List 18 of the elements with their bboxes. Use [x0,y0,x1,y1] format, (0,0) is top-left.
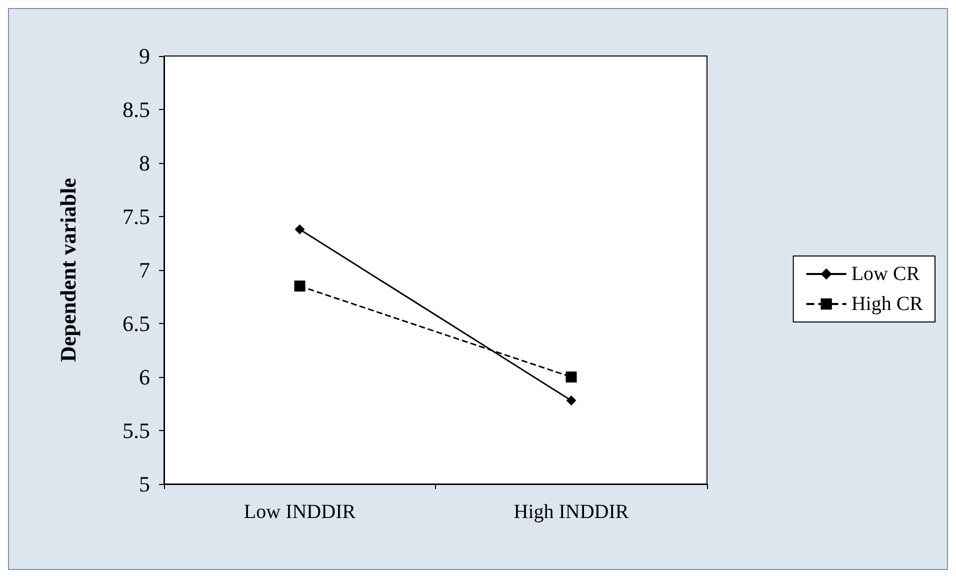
y-tick-label: 7.5 [122,204,150,229]
point [566,372,577,382]
legend-label: Low CR [851,263,920,285]
y-tick-label: 5.5 [122,418,150,443]
y-tick-label: 7 [139,258,150,282]
point [294,224,305,234]
y-tick-label: 6.5 [122,311,150,336]
legend-label: High CR [851,293,924,315]
y-tick-label: 8.5 [122,97,150,122]
x-tick-label: Low INDDIR [244,501,356,523]
point [294,280,306,292]
y-axis-title: Dependent variable [56,178,80,362]
y-tick-label: 6 [139,364,150,390]
y-tick-label: 9 [139,44,150,68]
y-tick-label: 5 [139,472,150,496]
point [566,396,576,406]
x-tick-label: High INDDIR [514,501,630,523]
y-tick-label: 8 [139,150,150,176]
